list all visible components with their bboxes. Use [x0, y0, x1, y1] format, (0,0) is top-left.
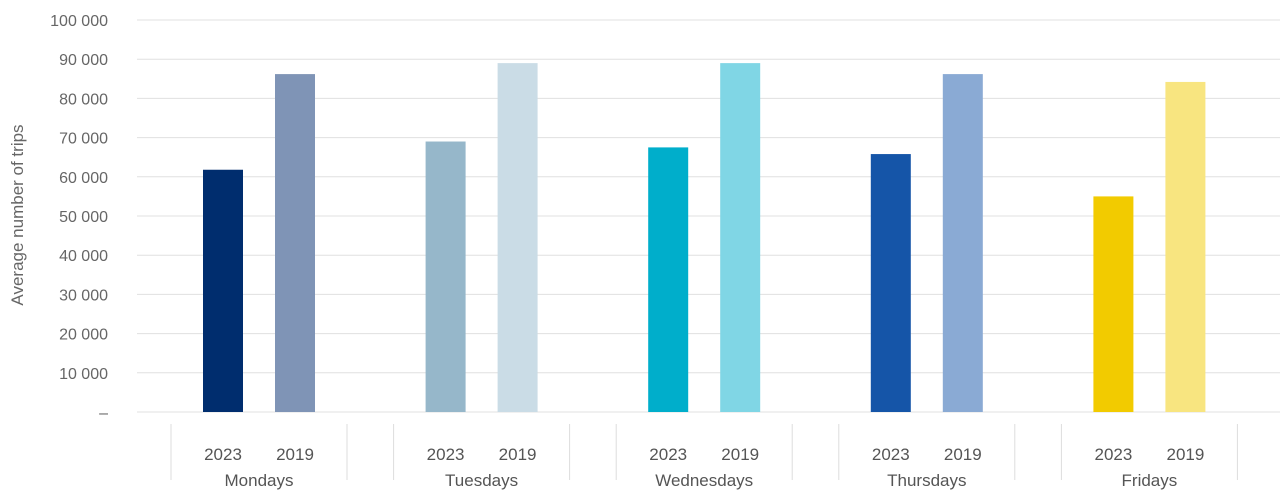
x-tick-label-year: 2023: [204, 445, 242, 464]
x-category-label: Tuesdays: [445, 471, 518, 490]
bar-tuesdays-2023: [425, 141, 466, 412]
x-tick-label-year: 2019: [1166, 445, 1204, 464]
x-axis-categories: 2023 2019 Mondays 2023 2019 Tuesdays 2023 2019 W…: [170, 424, 1238, 490]
y-tick-label: 60 000: [59, 170, 108, 187]
y-tick-label: 40 000: [59, 248, 108, 265]
x-category-label: Wednesdays: [655, 471, 753, 490]
y-axis-ticks: – 10 000 20 000 30 000 40 000 50 000 60 000 70 …: [50, 13, 108, 422]
x-tick-label-year: 2019: [944, 445, 982, 464]
x-tick-label-year: 2023: [649, 445, 687, 464]
x-tick-label-year: 2019: [721, 445, 759, 464]
y-tick-label: 80 000: [59, 91, 108, 108]
x-tick-label-year: 2023: [872, 445, 910, 464]
bar-thursdays-2023: [870, 154, 911, 412]
y-tick-label: 30 000: [59, 287, 108, 304]
y-axis-title: Average number of trips: [8, 124, 27, 305]
y-tick-label: 50 000: [59, 209, 108, 226]
x-category-label: Thursdays: [887, 471, 966, 490]
bar-fridays-2023: [1093, 196, 1134, 412]
x-category-label: Fridays: [1122, 471, 1178, 490]
x-tick-label-year: 2019: [499, 445, 537, 464]
x-tick-label-year: 2023: [427, 445, 465, 464]
x-tick-label-year: 2023: [1094, 445, 1132, 464]
y-tick-label: 90 000: [59, 52, 108, 69]
bars: [203, 63, 1206, 413]
y-tick-label: 10 000: [59, 366, 108, 383]
x-tick-label-year: 2019: [276, 445, 314, 464]
y-tick-label: 20 000: [59, 327, 108, 344]
bar-tuesdays-2019: [497, 63, 538, 413]
bar-thursdays-2019: [942, 74, 983, 412]
y-tick-label: 70 000: [59, 131, 108, 148]
bar-wednesdays-2019: [720, 63, 761, 413]
y-tick-label: –: [99, 405, 108, 422]
gridlines: [137, 19, 1280, 413]
x-category-label: Mondays: [225, 471, 294, 490]
bar-mondays-2019: [275, 74, 315, 412]
y-tick-label: 100 000: [50, 13, 108, 30]
bar-fridays-2019: [1165, 81, 1206, 412]
bar-mondays-2023: [203, 169, 243, 412]
bar-wednesdays-2023: [648, 147, 689, 412]
